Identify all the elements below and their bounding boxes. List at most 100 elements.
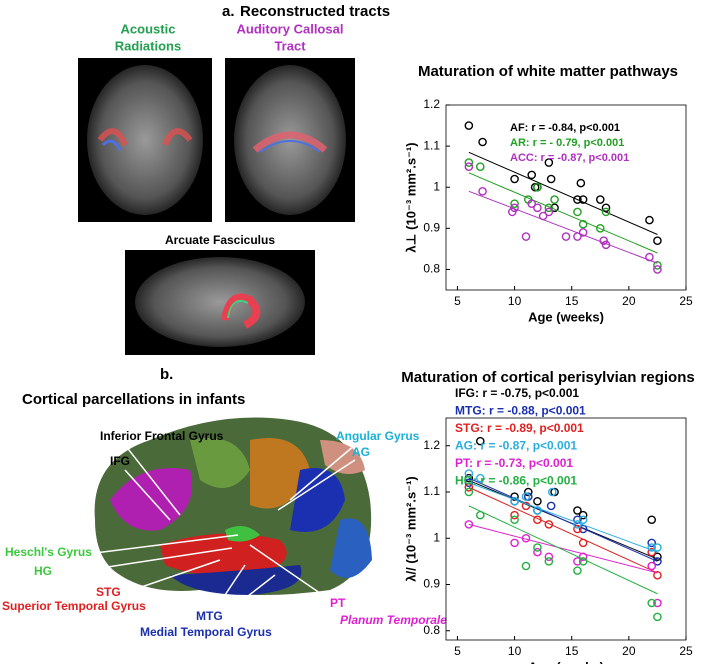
region-label: Planum Temporale [340, 613, 447, 627]
legend-entry: STG: r = -0.89, p<0.001 [455, 421, 584, 435]
pointer-arrow [54, 444, 356, 611]
data-point [510, 496, 519, 506]
data-point [521, 533, 531, 543]
fit-line [468, 190, 658, 264]
data-point [521, 561, 531, 571]
data-point [599, 236, 609, 245]
data-point [578, 515, 588, 525]
data-point [510, 538, 519, 548]
data-point [578, 510, 588, 520]
y-tick-label: 1.1 [423, 484, 440, 498]
legend-entry: IFG: r = -0.75, p<0.001 [455, 386, 579, 400]
tract-label: Auditory Callosal [237, 21, 344, 36]
data-point [653, 557, 662, 566]
data-point [647, 515, 657, 525]
data-point [464, 473, 474, 483]
data-point [653, 261, 662, 270]
region-label: Medial Temporal Gyrus [140, 625, 272, 639]
data-point [578, 524, 588, 534]
data-point [647, 598, 657, 608]
data-point [533, 203, 542, 213]
panel-letter: b. [160, 366, 173, 383]
data-point [653, 598, 662, 608]
data-point [544, 158, 554, 167]
region-label: IFG [110, 454, 130, 468]
data-point [475, 473, 485, 483]
data-point [653, 552, 662, 562]
data-point [544, 552, 554, 562]
data-point [573, 566, 582, 575]
legend-entry: MTG: r = -0.88, p<0.001 [455, 404, 586, 418]
y-tick-label: 1 [433, 530, 440, 544]
data-point [510, 203, 519, 213]
mri-image [78, 58, 212, 222]
data-point [544, 207, 554, 217]
data-point [576, 178, 586, 188]
tract-label: Acoustic [121, 21, 176, 36]
panel-title: Reconstructed tracts [240, 3, 390, 20]
data-point [544, 520, 554, 529]
chart-title: Maturation of cortical perisylvian regio… [401, 369, 694, 386]
legend-entry: ACC: r = -0.87, p<0.001 [510, 152, 629, 164]
y-tick-label: 1.1 [423, 138, 440, 152]
data-point [601, 203, 611, 213]
y-tick-label: 1 [433, 179, 440, 193]
x-tick-label: 10 [508, 644, 522, 658]
x-tick-label: 25 [679, 294, 693, 308]
region-label: PT [330, 596, 346, 610]
data-point [464, 162, 474, 171]
fit-line [468, 482, 658, 553]
data-point [510, 515, 519, 525]
data-point [544, 203, 554, 213]
y-tick-label: 1.2 [423, 438, 440, 452]
data-point [573, 207, 582, 217]
data-point [578, 538, 588, 548]
data-point [533, 496, 542, 506]
data-point [533, 506, 542, 515]
data-point [510, 174, 519, 184]
mri-image [125, 250, 315, 355]
data-point [464, 487, 474, 497]
x-tick-label: 5 [454, 644, 461, 658]
data-point [533, 515, 542, 525]
tract-label: Tract [274, 38, 306, 53]
data-point [573, 195, 582, 204]
data-point [647, 547, 657, 557]
y-tick-label: 0.8 [423, 262, 440, 276]
plot-frame [445, 104, 687, 291]
data-point [578, 557, 588, 566]
data-point [475, 436, 485, 446]
region-label: Superior Temporal Gyrus [2, 599, 146, 613]
data-point [653, 236, 662, 245]
x-axis-label: Age (weeks) [528, 659, 604, 664]
x-tick-label: 5 [454, 294, 461, 308]
y-tick-label: 0.8 [423, 623, 440, 637]
data-point [546, 501, 556, 511]
data-point [547, 487, 557, 497]
data-point [510, 510, 519, 520]
x-tick-label: 25 [679, 644, 693, 658]
data-point [578, 195, 588, 204]
data-point [561, 232, 571, 241]
data-point [478, 187, 487, 196]
data-point [653, 543, 662, 552]
data-point [533, 543, 542, 552]
data-point [573, 557, 582, 566]
panel-letter: a. [222, 3, 235, 20]
data-point [573, 524, 582, 534]
data-point [475, 162, 485, 171]
data-point [550, 195, 559, 204]
chart-title: Maturation of white matter pathways [418, 63, 678, 80]
data-point [475, 510, 485, 520]
x-tick-label: 10 [508, 294, 522, 308]
data-point [464, 158, 474, 167]
data-point [578, 228, 588, 237]
data-point [573, 520, 582, 529]
plot-frame [445, 417, 687, 641]
x-tick-label: 20 [622, 294, 636, 308]
data-point [573, 232, 582, 241]
data-point [546, 174, 556, 184]
fit-line [468, 151, 658, 235]
data-point [510, 199, 519, 208]
data-point [464, 483, 474, 492]
